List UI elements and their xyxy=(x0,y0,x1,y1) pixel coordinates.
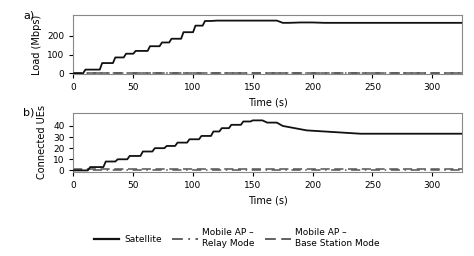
X-axis label: Time (s): Time (s) xyxy=(248,98,288,108)
Text: b): b) xyxy=(23,108,34,118)
Legend: Satellite, Mobile AP –
Relay Mode, Mobile AP –
Base Station Mode: Satellite, Mobile AP – Relay Mode, Mobil… xyxy=(91,225,383,251)
Text: a): a) xyxy=(23,11,34,21)
X-axis label: Time (s): Time (s) xyxy=(248,195,288,205)
Y-axis label: Connected UEs: Connected UEs xyxy=(37,105,47,179)
Y-axis label: Load (Mbps): Load (Mbps) xyxy=(32,15,42,75)
